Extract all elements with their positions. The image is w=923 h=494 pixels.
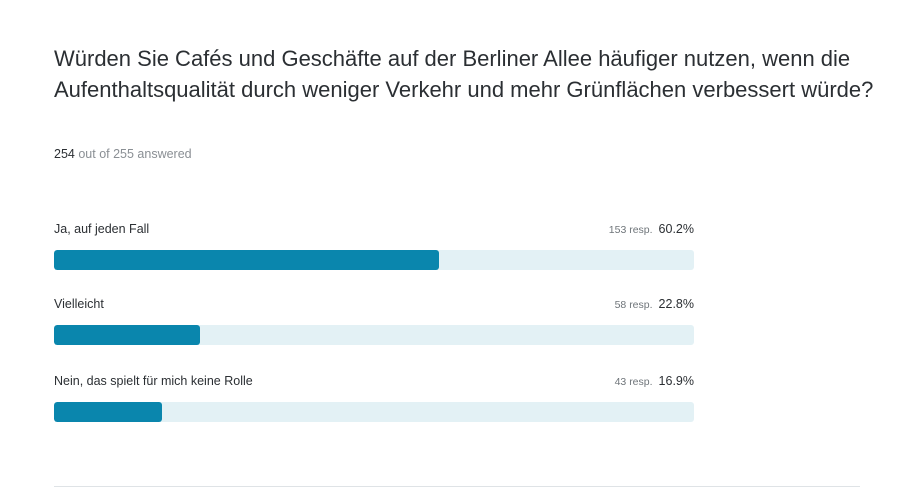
option-stats: 43 resp. 16.9%: [615, 374, 694, 388]
bar-fill: [54, 325, 200, 345]
bar-track: [54, 250, 694, 270]
bar-track: [54, 402, 694, 422]
option-percent: 60.2%: [658, 222, 694, 236]
question-title: Würden Sie Cafés und Geschäfte auf der B…: [54, 46, 874, 102]
divider: [54, 486, 860, 487]
answered-total-text: out of 255 answered: [78, 147, 192, 161]
option-label: Ja, auf jeden Fall: [54, 222, 150, 236]
option-responses: 153 resp.: [608, 224, 653, 236]
bar-fill: [54, 250, 440, 270]
bar-track: [54, 325, 694, 345]
option-percent: 22.8%: [658, 297, 694, 311]
option-stats: 58 resp. 22.8%: [615, 297, 694, 311]
option-percent: 16.9%: [658, 374, 694, 388]
option-responses: 58 resp.: [614, 299, 653, 311]
answered-count: 254: [54, 147, 75, 161]
option-label: Nein, das spielt für mich keine Rolle: [54, 374, 253, 388]
option-row: Ja, auf jeden Fall 153 resp. 60.2%: [54, 222, 694, 272]
bar-fill: [54, 402, 163, 422]
answered-summary: 254 out of 255 answered: [54, 147, 192, 161]
option-label: Vielleicht: [54, 297, 104, 311]
option-stats: 153 resp. 60.2%: [609, 222, 694, 236]
option-row: Vielleicht 58 resp. 22.8%: [54, 297, 694, 347]
option-row: Nein, das spielt für mich keine Rolle 43…: [54, 374, 694, 424]
option-responses: 43 resp.: [614, 376, 653, 388]
